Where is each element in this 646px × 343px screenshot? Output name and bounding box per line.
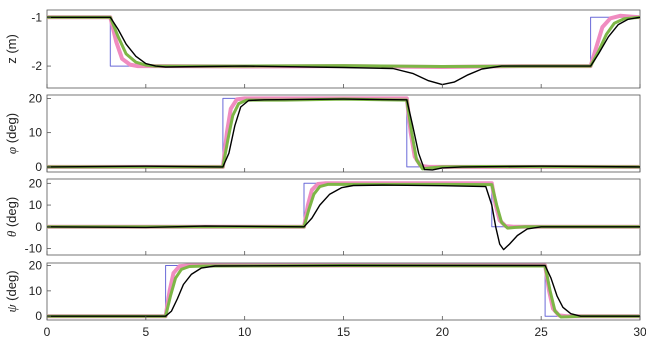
- x-tick-label: 5: [142, 325, 149, 339]
- plot-area: [46, 94, 641, 173]
- y-tick-label: 10: [29, 284, 43, 298]
- x-tick-label: 30: [633, 325, 646, 339]
- x-tick-label: 0: [44, 325, 51, 339]
- y-tick-label: 20: [29, 259, 43, 273]
- y-tick-label: 20: [29, 176, 43, 190]
- subplot-2: 0 10 20 φ (deg): [4, 91, 641, 174]
- black-response-line: [47, 184, 640, 251]
- plot-area: [46, 178, 641, 256]
- y-tick-label: -2: [31, 59, 42, 73]
- y-axis-label: z (m): [4, 34, 19, 64]
- subplot-1: -1 -2 z (m): [4, 9, 641, 89]
- x-tick-label: 20: [436, 325, 450, 339]
- y-axis-label: θ (deg): [4, 197, 19, 237]
- y-tick-label: 10: [29, 198, 43, 212]
- black-response-line: [47, 264, 640, 317]
- green-response-line: [47, 182, 640, 230]
- y-tick-label: 20: [29, 91, 43, 105]
- y-tick-label: 0: [35, 160, 42, 174]
- y-axis-label: φ (deg): [4, 113, 19, 154]
- y-tick-label: 0: [35, 309, 42, 323]
- green-response-line: [47, 15, 640, 68]
- subplot-3: -10 0 10 20 θ (deg): [4, 176, 641, 256]
- x-tick-label: 15: [337, 325, 351, 339]
- y-tick-label: 0: [35, 220, 42, 234]
- y-tick-label: 10: [29, 126, 43, 140]
- subplot-4: 0 10 20 0 5 10 15 20 25 30 ψ (deg): [4, 259, 646, 339]
- plot-area: [46, 9, 641, 89]
- y-tick-label: -10: [25, 241, 43, 255]
- x-tick-label: 10: [238, 325, 252, 339]
- subplot-stack: -1 -2 z (m) 0 10 20 φ (deg) -10 0 10 20 θ (deg) 0 10 2…: [4, 9, 646, 339]
- y-axis-label: ψ (deg): [4, 270, 19, 312]
- plot-area: [46, 262, 641, 321]
- black-response-line: [47, 98, 640, 171]
- black-response-line: [47, 16, 640, 86]
- x-tick-label: 25: [534, 325, 548, 339]
- y-tick-label: -1: [31, 10, 42, 24]
